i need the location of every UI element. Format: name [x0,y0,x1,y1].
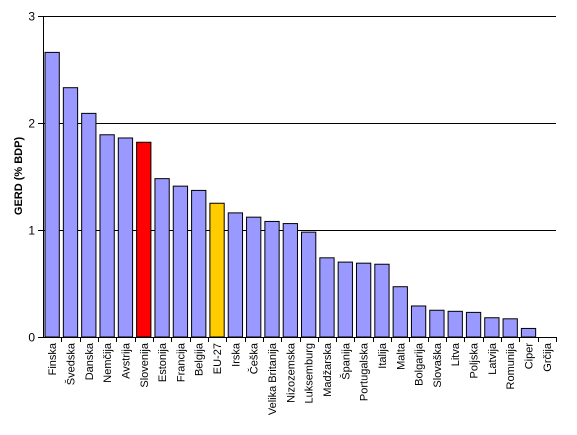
x-tick-label: Irska [230,342,242,367]
bar-22 [429,309,445,338]
x-tick-label: Finska [47,342,59,375]
bar-25 [484,317,500,338]
bar-6 [136,141,152,338]
bar-27 [520,327,537,338]
bar-15 [301,231,317,338]
bar-12 [246,216,262,338]
x-tick-label: Češka [248,342,261,374]
bar-11 [227,212,244,338]
x-tick-label: Španija [339,342,352,380]
bars [44,51,537,338]
bar-14 [282,223,298,338]
y-tick-label: 3 [28,10,35,24]
bar-19 [374,263,390,338]
x-tick-label: Belgija [194,342,206,376]
bar-10 [209,202,225,338]
axes [38,16,557,342]
x-tick-label: Latvija [487,342,499,375]
bar-24 [465,311,482,338]
x-tick-label: Luksemburg [304,343,316,404]
bar-17 [337,261,353,338]
x-tick-label: Danska [84,342,96,380]
bar-20 [392,286,408,338]
bar-9 [191,189,207,338]
x-tick-label: Italija [377,342,389,369]
x-tick-label: Ciper [524,343,536,370]
bar-2 [62,87,79,338]
x-tick-label: Nemčija [102,342,114,383]
x-tick-label: EU-27 [212,343,224,374]
bar-23 [447,310,463,338]
y-axis-title: GERD (% BDP) [13,137,25,216]
x-tick-label: Estonija [157,342,169,382]
bar-26 [502,318,518,338]
x-tick-label: Madžarska [322,342,334,397]
bar-8 [172,185,189,338]
bar-3 [81,112,97,338]
x-tick-label: Litva [450,342,462,366]
x-tick-label: Francija [175,342,187,382]
x-tick-label: Grčija [542,342,554,372]
x-tick-label: Bolgarija [414,342,426,386]
x-tick-label: Poljska [469,342,481,378]
x-tick-labels: Finska Švedska Danska Nemčija Avstrija Sloven… [47,342,554,415]
bar-7 [154,178,170,338]
bar-21 [410,305,427,338]
x-tick-label: Romunija [505,342,517,389]
x-tick-label: Velika Britanija [267,342,279,415]
bar-18 [355,262,372,338]
x-tick-label: Švedska [64,342,77,385]
x-tick-label: Portugalska [359,342,371,401]
bar-1 [44,51,60,338]
x-tick-label: Avstrija [120,342,132,379]
x-tick-label: Malta [395,342,407,370]
y-tick-label: 1 [28,224,35,238]
bar-4 [99,134,115,338]
bar-13 [264,220,280,338]
bar-5 [117,137,134,338]
x-tick-label: Slovenija [139,342,151,388]
y-tick-label: 0 [28,331,35,345]
bar-16 [319,257,335,338]
x-tick-label: Slovaška [432,342,444,388]
y-tick-labels: 0 1 2 3 [28,10,35,345]
x-tick-label: Nizozemska [285,342,297,403]
y-tick-label: 2 [28,117,35,131]
